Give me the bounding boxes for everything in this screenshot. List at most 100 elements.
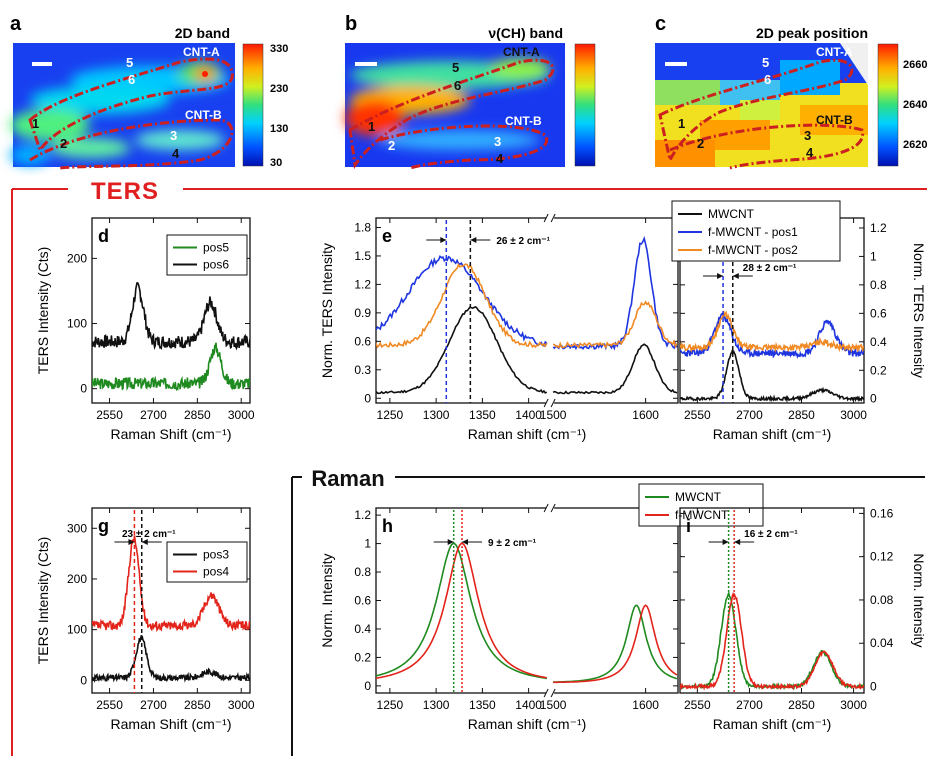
axis-break-marker bbox=[543, 398, 556, 408]
map-a-pos4: 4 bbox=[172, 146, 180, 161]
map-c-image bbox=[655, 43, 868, 167]
x-tick-label: 2550 bbox=[684, 408, 711, 422]
map-a-pos6: 6 bbox=[128, 72, 135, 87]
y-tick-label: 0.04 bbox=[870, 636, 894, 650]
series-line-f-mwcnt-pos2 bbox=[552, 300, 678, 349]
axis-break-mask bbox=[546, 212, 555, 224]
y-axis-label: Norm. TERS Intensity bbox=[911, 243, 927, 378]
panel-letter: d bbox=[98, 226, 109, 246]
legend-box bbox=[638, 483, 764, 527]
x-axis-label: Raman shift (cm⁻¹) bbox=[713, 426, 832, 442]
series-line-f-mwcnt-pos1 bbox=[680, 312, 864, 359]
y-tick-label: 0.16 bbox=[870, 506, 894, 520]
map-b-pos5: 5 bbox=[452, 60, 459, 75]
chart-panel-g: 2550 2700 2850 3000 0 100 200 300 23 ± 2 cm⁻¹ g Ra… bbox=[35, 507, 255, 732]
y-tick-label: 0 bbox=[80, 382, 87, 396]
annotation-arrowhead bbox=[717, 273, 724, 279]
x-tick-label: 2700 bbox=[736, 408, 763, 422]
x-axis-label: Raman shift (cm⁻¹) bbox=[468, 716, 587, 732]
y-tick-label: 0 bbox=[870, 680, 877, 694]
map-c-colorbar: 2660 2640 2620 bbox=[877, 43, 927, 167]
series-line-mwcnt bbox=[553, 604, 678, 683]
map-c-pos3: 3 bbox=[804, 128, 811, 143]
map-a-cbar-tick: 30 bbox=[270, 157, 282, 169]
plot-frame bbox=[679, 507, 865, 694]
x-tick-label: 2850 bbox=[184, 408, 211, 422]
x-tick-label: 1500 bbox=[540, 408, 567, 422]
y-tick-label: 1.5 bbox=[354, 249, 371, 263]
x-axis-label: Raman shift (cm⁻¹) bbox=[468, 426, 587, 442]
legend-label: f-MWCNT - pos2 bbox=[708, 243, 798, 257]
series-line-mwcnt bbox=[376, 305, 548, 395]
map-b-title: ν(CH) band bbox=[488, 25, 563, 41]
annotation-arrowhead bbox=[722, 539, 729, 545]
y-tick-label: 1.2 bbox=[870, 221, 887, 235]
axis-break-mask bbox=[546, 687, 555, 699]
x-axis-label: Raman Shift (cm⁻¹) bbox=[111, 716, 232, 732]
x-tick-label: 1300 bbox=[423, 408, 450, 422]
annotation-arrowhead bbox=[141, 539, 148, 545]
x-tick-label: 1600 bbox=[632, 698, 659, 712]
map-a-pos2: 2 bbox=[60, 136, 67, 151]
series-line-f-mwcnt-pos1 bbox=[552, 235, 678, 351]
map-c-title: 2D peak position bbox=[756, 25, 868, 41]
x-tick-label: 2700 bbox=[140, 698, 167, 712]
annotation-label: 9 ± 2 cm⁻¹ bbox=[488, 538, 537, 549]
y-tick-label: 0.08 bbox=[870, 593, 894, 607]
y-axis-label: Norm. Intensity bbox=[319, 553, 335, 647]
map-a-outlines bbox=[28, 57, 234, 170]
axis-break-mask bbox=[546, 397, 555, 409]
y-tick-label: 300 bbox=[67, 521, 87, 535]
plot-frame bbox=[91, 507, 251, 694]
x-tick-label: 2550 bbox=[96, 698, 123, 712]
y-tick-label: 1.2 bbox=[354, 277, 371, 291]
y-tick-label: 200 bbox=[67, 572, 87, 586]
series-line-f-mwcnt-pos2 bbox=[376, 262, 548, 349]
series-line-f-mwcnt-pos1 bbox=[376, 255, 548, 348]
series-line-f-mwcnt-pos2 bbox=[680, 309, 864, 354]
map-c-cbar-tick: 2620 bbox=[903, 139, 927, 151]
annotation-arrowhead bbox=[470, 237, 477, 243]
map-b-pos4: 4 bbox=[496, 151, 504, 166]
legend-label: MWCNT bbox=[708, 207, 755, 221]
y-tick-label: 0.6 bbox=[354, 594, 371, 608]
y-tick-label: 100 bbox=[67, 317, 87, 331]
map-b-pos6: 6 bbox=[454, 78, 461, 93]
x-tick-label: 2850 bbox=[184, 698, 211, 712]
annotation-arrowhead bbox=[447, 539, 454, 545]
map-b-cnt-b-label: CNT-B bbox=[505, 114, 542, 128]
y-tick-label: 0.3 bbox=[354, 363, 371, 377]
map-c-pos2: 2 bbox=[697, 136, 704, 151]
map-c-pos6: 6 bbox=[764, 72, 771, 87]
axis-break-marker bbox=[543, 688, 556, 698]
y-tick-label: 100 bbox=[67, 623, 87, 637]
map-panel-a: a 2D band CNT-A CNT-B 5 6 1 2 bbox=[10, 13, 288, 170]
legend-label: pos5 bbox=[203, 241, 229, 255]
legend-label: MWCNT bbox=[675, 490, 722, 504]
map-a-image bbox=[10, 43, 235, 167]
map-a-cbar-tick: 130 bbox=[270, 123, 288, 135]
y-tick-label: 1 bbox=[870, 249, 877, 263]
panel-letter: h bbox=[382, 516, 393, 536]
legend-label: pos4 bbox=[203, 565, 229, 579]
y-axis-label: TERS Intensity (Cts) bbox=[35, 537, 51, 665]
x-tick-label: 2700 bbox=[736, 698, 763, 712]
y-tick-label: 1.2 bbox=[354, 508, 371, 522]
map-a-pos5: 5 bbox=[126, 55, 133, 70]
y-tick-label: 0.2 bbox=[870, 363, 887, 377]
x-tick-label: 3000 bbox=[840, 698, 867, 712]
map-b-outlines bbox=[348, 58, 555, 170]
legend-label: f-MWCNT - pos1 bbox=[708, 225, 798, 239]
x-tick-label: 1350 bbox=[469, 698, 496, 712]
ters-section-frame: TERS bbox=[11, 178, 927, 756]
map-a-cnt-b-label: CNT-B bbox=[185, 108, 222, 122]
panel-letter: e bbox=[382, 226, 392, 246]
series-line-f-mwcnt bbox=[553, 604, 678, 684]
annotation-arrowhead bbox=[732, 273, 739, 279]
map-c-cnt-a-label: CNT-A bbox=[816, 45, 853, 59]
axis-break-mask bbox=[546, 502, 555, 514]
map-a-pos1: 1 bbox=[32, 116, 39, 131]
